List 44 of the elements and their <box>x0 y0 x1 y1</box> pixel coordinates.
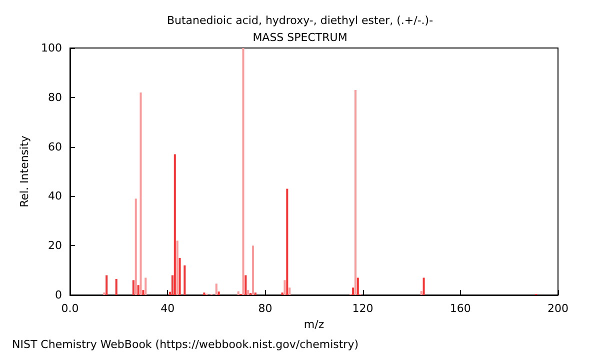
bar <box>178 258 181 295</box>
x-tick-label: 200 <box>548 302 568 315</box>
bar <box>106 275 108 295</box>
bar <box>286 188 288 295</box>
x-tick-label: 0.0 <box>61 302 79 315</box>
x-axis-title: m/z <box>304 318 324 331</box>
bar <box>284 280 286 295</box>
y-tick-label: 80 <box>48 90 62 104</box>
y-tick-label: 20 <box>48 239 62 252</box>
bar <box>132 280 134 295</box>
bar <box>288 288 291 295</box>
bar <box>134 198 137 295</box>
y-tick-label: 40 <box>48 190 62 203</box>
bar <box>247 290 250 295</box>
x-tick-label: 80 <box>258 302 272 315</box>
bar <box>237 291 240 295</box>
x-tick-label: 160 <box>450 302 471 315</box>
bar <box>354 90 356 295</box>
x-tick-label: 120 <box>352 302 374 315</box>
bar <box>352 288 354 295</box>
chart-title: Butanedioic acid, hydroxy-, diethyl ester, (.+/-.)- <box>166 14 434 27</box>
bar <box>244 275 247 295</box>
bar <box>252 246 254 295</box>
y-axis-title: Rel. Intensity <box>18 135 32 208</box>
bar <box>422 278 425 295</box>
bar <box>140 92 142 295</box>
bar <box>142 290 144 295</box>
bar <box>215 284 218 295</box>
bar <box>137 285 140 295</box>
y-tick-label: 100 <box>41 42 62 54</box>
bar <box>242 48 244 295</box>
bar <box>176 240 178 295</box>
x-tick-label: 40 <box>160 302 175 315</box>
bar <box>144 278 147 295</box>
chart-subtitle: MASS SPECTRUM <box>252 31 348 44</box>
text: NIST Chemistry WebBook (https://webbook.nist.gov/chemistry) <box>12 338 358 351</box>
bar <box>115 278 118 295</box>
y-tick-label: 0 <box>55 288 62 302</box>
bar <box>356 278 359 295</box>
bar <box>218 292 220 295</box>
bar <box>174 154 176 295</box>
y-tick-label: 60 <box>48 140 62 154</box>
bar <box>420 291 422 295</box>
bar <box>184 265 186 295</box>
